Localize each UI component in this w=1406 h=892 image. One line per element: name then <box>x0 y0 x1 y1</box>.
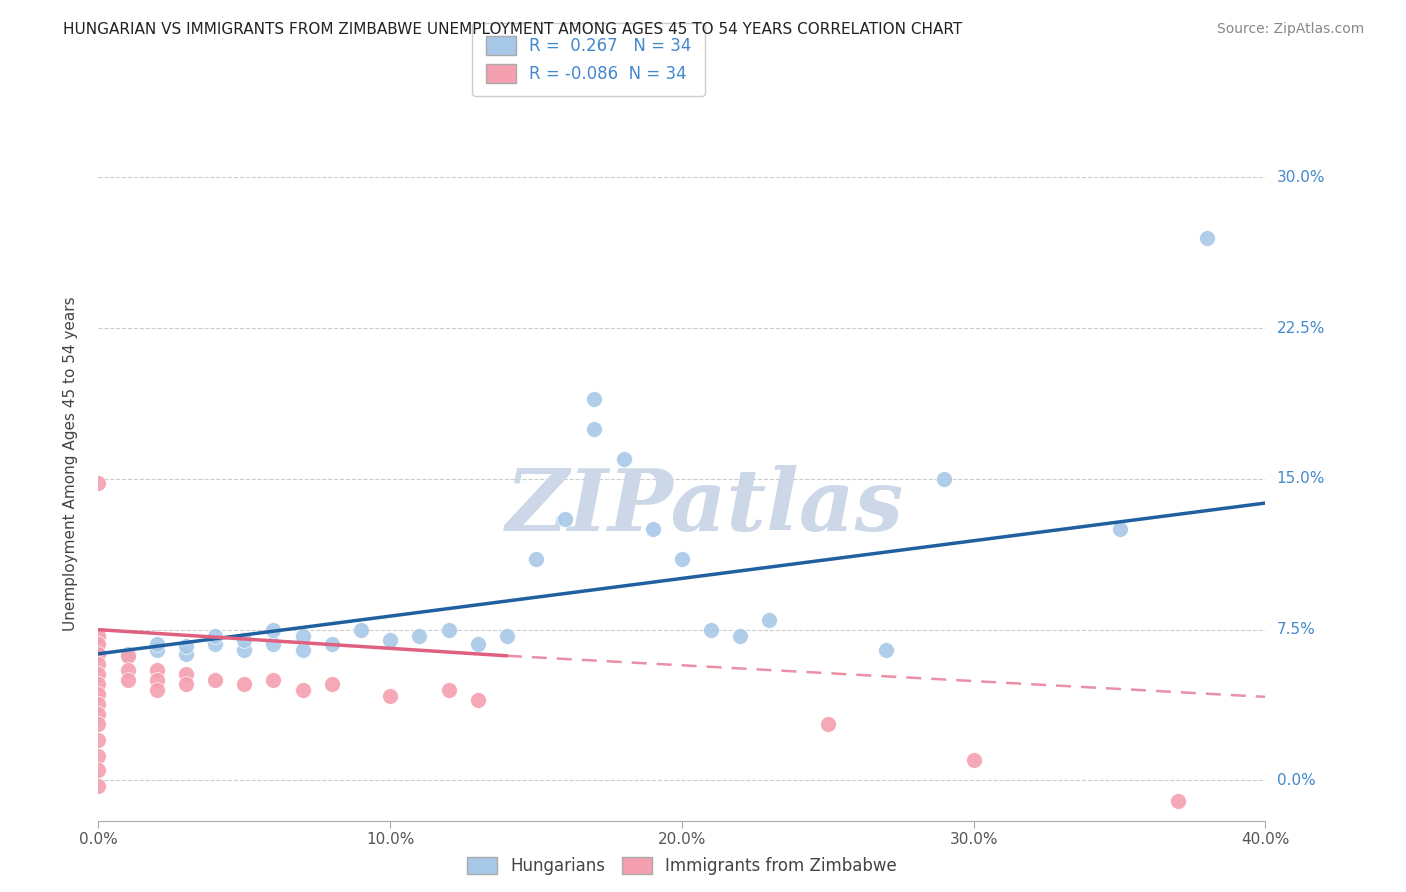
Point <box>1195 230 1218 244</box>
Point <box>87 717 110 731</box>
Y-axis label: Unemployment Among Ages 45 to 54 years: Unemployment Among Ages 45 to 54 years <box>63 296 77 632</box>
Point <box>174 666 197 681</box>
Point <box>233 632 256 647</box>
Point <box>641 522 664 536</box>
Point <box>87 677 110 691</box>
Point <box>671 552 693 566</box>
Point <box>233 677 256 691</box>
Point <box>467 693 489 707</box>
Point <box>87 764 110 778</box>
Point <box>87 629 110 643</box>
Point <box>174 647 197 661</box>
Point <box>146 642 169 657</box>
Point <box>204 629 226 643</box>
Point <box>146 637 169 651</box>
Text: ZIPatlas: ZIPatlas <box>506 465 904 549</box>
Text: 15.0%: 15.0% <box>1277 471 1324 486</box>
Point <box>146 683 169 698</box>
Point <box>291 629 314 643</box>
Point <box>467 637 489 651</box>
Point <box>174 639 197 653</box>
Point <box>875 642 897 657</box>
Point <box>758 613 780 627</box>
Point <box>437 623 460 637</box>
Point <box>408 629 430 643</box>
Point <box>204 673 226 687</box>
Point <box>437 683 460 698</box>
Point <box>350 623 373 637</box>
Point <box>174 677 197 691</box>
Point <box>321 677 343 691</box>
Point <box>730 629 752 643</box>
Legend: Hungarians, Immigrants from Zimbabwe: Hungarians, Immigrants from Zimbabwe <box>458 849 905 884</box>
Point <box>612 451 634 466</box>
Point <box>117 647 139 661</box>
Point <box>87 707 110 722</box>
Point <box>87 749 110 764</box>
Point <box>87 637 110 651</box>
Point <box>380 689 402 703</box>
Point <box>87 475 110 490</box>
Point <box>291 642 314 657</box>
Point <box>700 623 723 637</box>
Point <box>87 697 110 711</box>
Point <box>524 552 547 566</box>
Point <box>583 422 606 436</box>
Point <box>87 780 110 794</box>
Point <box>321 637 343 651</box>
Point <box>380 632 402 647</box>
Point <box>817 717 839 731</box>
Text: 7.5%: 7.5% <box>1277 623 1315 637</box>
Text: 0.0%: 0.0% <box>1277 773 1315 788</box>
Point <box>262 637 284 651</box>
Text: Source: ZipAtlas.com: Source: ZipAtlas.com <box>1216 22 1364 37</box>
Point <box>1108 522 1130 536</box>
Point <box>204 637 226 651</box>
Point <box>962 753 984 767</box>
Point <box>87 666 110 681</box>
Point <box>146 663 169 677</box>
Point <box>87 657 110 671</box>
Text: 30.0%: 30.0% <box>1277 169 1324 185</box>
Point <box>117 648 139 663</box>
Text: 22.5%: 22.5% <box>1277 320 1324 335</box>
Point <box>262 623 284 637</box>
Point <box>87 733 110 747</box>
Text: HUNGARIAN VS IMMIGRANTS FROM ZIMBABWE UNEMPLOYMENT AMONG AGES 45 TO 54 YEARS COR: HUNGARIAN VS IMMIGRANTS FROM ZIMBABWE UN… <box>63 22 963 37</box>
Point <box>87 687 110 701</box>
Point <box>87 647 110 661</box>
Point <box>117 673 139 687</box>
Point <box>934 472 956 486</box>
Point <box>496 629 519 643</box>
Point <box>262 673 284 687</box>
Point <box>233 642 256 657</box>
Point <box>1167 793 1189 807</box>
Point <box>583 392 606 406</box>
Point <box>146 673 169 687</box>
Point <box>291 683 314 698</box>
Point <box>554 512 576 526</box>
Point <box>117 663 139 677</box>
